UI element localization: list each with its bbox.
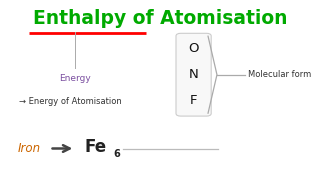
- Text: Molecular form: Molecular form: [248, 70, 311, 79]
- Text: O: O: [188, 42, 199, 55]
- FancyBboxPatch shape: [176, 33, 211, 116]
- Text: Energy: Energy: [59, 74, 91, 83]
- Text: → Energy of Atomisation: → Energy of Atomisation: [19, 97, 122, 106]
- Text: Fe: Fe: [85, 138, 107, 156]
- Text: N: N: [189, 68, 198, 81]
- Text: Enthalpy of Atomisation: Enthalpy of Atomisation: [33, 9, 287, 28]
- Text: F: F: [190, 94, 197, 107]
- Text: 6: 6: [114, 149, 120, 159]
- Text: Iron: Iron: [18, 142, 41, 155]
